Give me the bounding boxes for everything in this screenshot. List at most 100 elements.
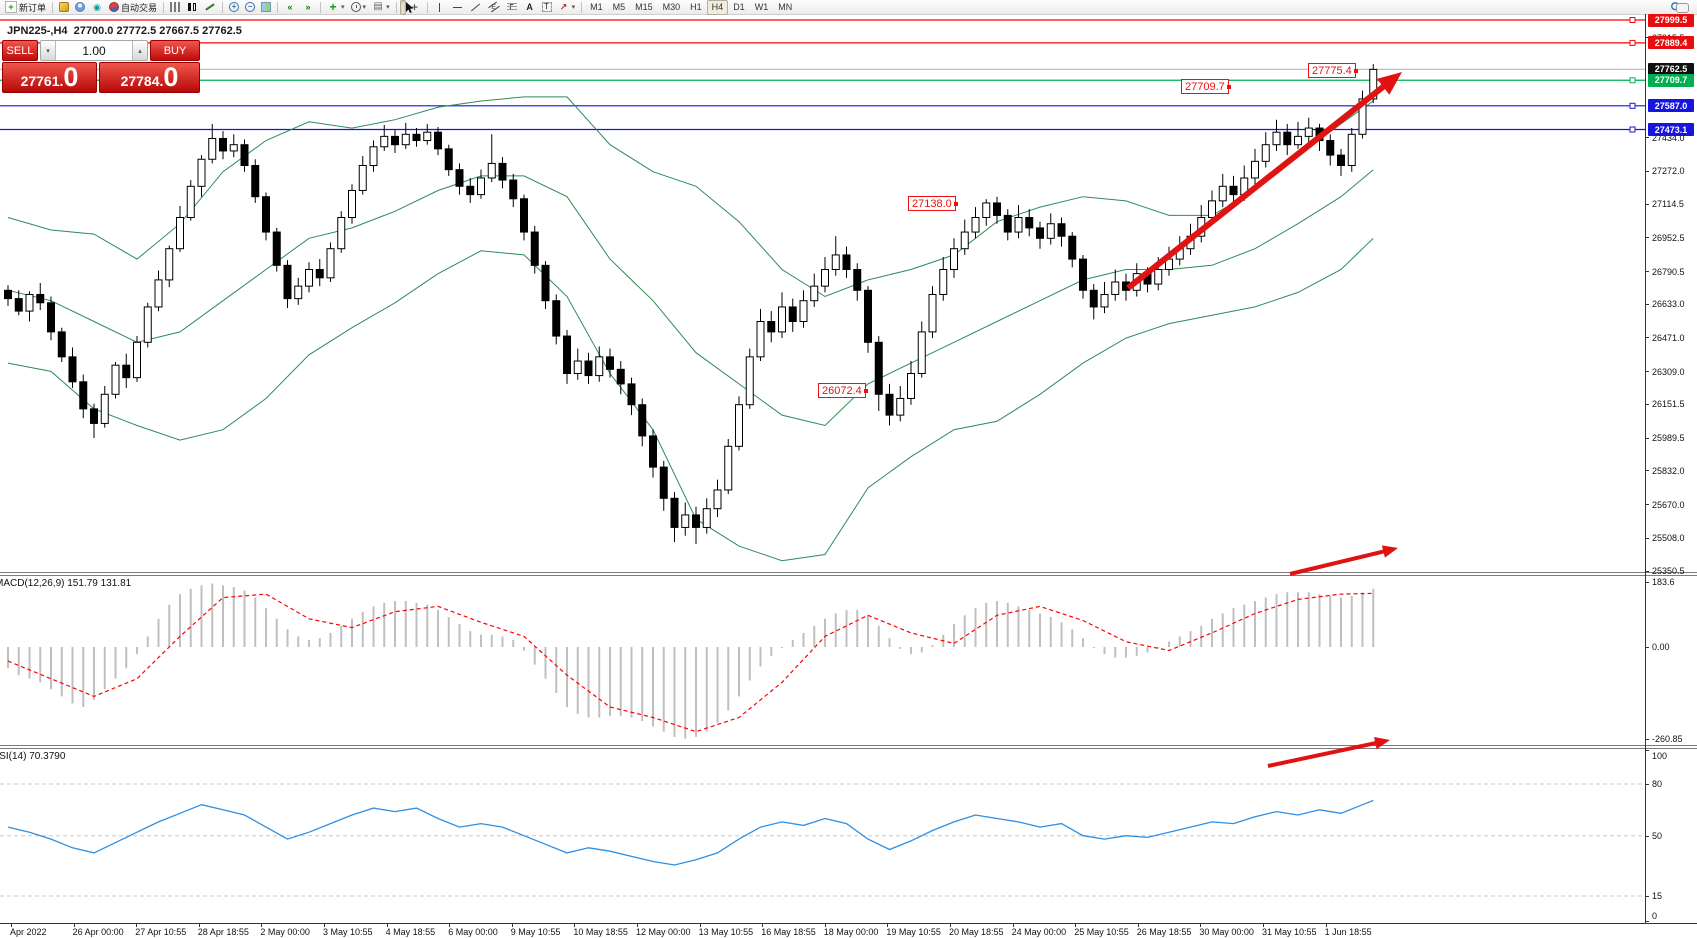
volume-decrease-button[interactable] (41, 41, 56, 60)
candle-body (616, 368, 625, 385)
templates-button[interactable]: ▤ ▾ (369, 0, 393, 15)
time-axis-label: 4 May 18:55 (385, 927, 436, 937)
toolbar-separator (222, 1, 224, 13)
macd-bar (877, 625, 880, 647)
text-button[interactable]: A (521, 0, 539, 15)
panel-separator-rsi[interactable] (0, 745, 1697, 749)
notifications-button[interactable]: 1 (1673, 0, 1695, 15)
trendline-button[interactable] (467, 0, 485, 15)
macd-bar (1092, 647, 1095, 648)
autotrading-button[interactable]: 自动交易 (106, 0, 160, 15)
macd-bar (888, 638, 891, 647)
panel-separator-macd[interactable] (0, 572, 1697, 576)
timeframe-M5[interactable]: M5 (612, 2, 626, 12)
macd-bar (662, 647, 665, 732)
candlestick-chart-button[interactable] (183, 0, 201, 15)
market-watch-button[interactable] (72, 0, 88, 15)
sell-price-display[interactable]: 27761. 0 (2, 62, 97, 93)
time-axis-label: 16 May 18:55 (761, 927, 816, 937)
macd-bar (716, 647, 719, 723)
candle-body (681, 514, 690, 528)
timeframe-M30[interactable]: M30 (662, 2, 681, 12)
volume-input[interactable]: 1.00 (82, 43, 106, 58)
zoom-out-button[interactable]: − (242, 0, 258, 15)
sell-button[interactable]: SELL (2, 40, 38, 61)
macd-bar (211, 583, 214, 647)
macd-bar (931, 645, 934, 647)
price-callout-26072.4[interactable]: 26072.4 (818, 383, 868, 398)
arrowset-icon: ↗ (559, 1, 568, 12)
candle-body (229, 144, 238, 152)
periods-button[interactable]: ▾ (348, 0, 370, 15)
horizontal-line-button[interactable] (449, 0, 467, 15)
indicators-button[interactable]: + ▾ (324, 0, 348, 15)
auto-scroll-button[interactable]: » (299, 0, 317, 15)
candles-group (4, 64, 1378, 545)
candle-body (423, 131, 432, 142)
candle-body (563, 335, 571, 375)
candle-body (294, 285, 303, 300)
macd-bar (1103, 647, 1106, 655)
text-label-button[interactable]: T (539, 0, 555, 15)
time-axis[interactable]: Apr 2022 26 Apr 00:00 27 Apr 10:55 28 Apr 1… (0, 923, 1697, 938)
vertical-line-button[interactable] (431, 0, 449, 15)
channel-icon: E (488, 1, 500, 13)
timeframe-H4[interactable]: H4 (706, 0, 729, 15)
macd-bar (394, 601, 396, 647)
price-callout-27709.7[interactable]: 27709.7 (1181, 79, 1231, 94)
candle-body (57, 331, 66, 358)
price-callout-27138.0[interactable]: 27138.0 (908, 196, 958, 211)
crosshair-button[interactable]: + (406, 0, 424, 15)
buy-price-display[interactable]: 27784. 0 (99, 62, 200, 93)
signals-button[interactable]: ◉ (88, 0, 106, 15)
buy-price-main: 27784 (120, 73, 160, 89)
bar-chart-button[interactable] (167, 0, 183, 15)
hline-handle[interactable] (1629, 126, 1636, 133)
volume-increase-button[interactable] (132, 41, 147, 60)
chart-shift-button[interactable]: « (281, 0, 299, 15)
search-button[interactable] (1667, 0, 1683, 15)
candle-body (1025, 216, 1034, 229)
depth-of-market-button[interactable] (56, 0, 72, 15)
candle-body (659, 466, 668, 499)
buy-button[interactable]: BUY (150, 40, 200, 61)
hline-handle[interactable] (1629, 102, 1636, 109)
macd-panel-canvas[interactable] (0, 576, 1645, 745)
tiles-icon (261, 2, 272, 12)
hline-handle[interactable] (1629, 17, 1636, 23)
new-order-button[interactable]: + 新订单 (2, 0, 49, 15)
hline-handle[interactable] (1629, 39, 1636, 46)
bollinger-bands (7, 96, 1374, 562)
cursor-button[interactable] (399, 0, 414, 15)
price-callout-27775.4[interactable]: 27775.4 (1308, 63, 1358, 78)
timeframe-M1[interactable]: M1 (590, 2, 603, 12)
tile-windows-button[interactable] (258, 0, 274, 15)
rsi-tick-mark (1645, 835, 1649, 837)
fibonacci-button[interactable]: F (503, 0, 521, 15)
horizontal-lines-group[interactable] (0, 17, 1645, 133)
candle-body (380, 135, 389, 148)
candle-body (305, 268, 313, 287)
main-chart-canvas[interactable] (0, 14, 1645, 572)
rsi-panel-canvas[interactable] (0, 749, 1645, 923)
line-chart-button[interactable] (201, 0, 219, 15)
candle-body (767, 321, 776, 333)
candle-body (1186, 235, 1195, 250)
price-tick-mark (1645, 203, 1649, 205)
equidistant-channel-button[interactable]: E (485, 0, 503, 15)
candle-body (122, 364, 131, 379)
candle-body (68, 356, 77, 383)
timeframe-MN[interactable]: MN (778, 2, 793, 12)
macd-bar (1286, 592, 1289, 647)
sell-price-pip: 0 (63, 62, 79, 92)
candle-body (896, 397, 905, 416)
timeframe-D1[interactable]: D1 (733, 2, 745, 12)
hline-handle[interactable] (1629, 77, 1636, 84)
timeframe-M15[interactable]: M15 (635, 2, 653, 12)
timeframe-H1[interactable]: H1 (690, 2, 702, 12)
zoom-in-button[interactable]: + (226, 0, 242, 15)
arrows-button[interactable]: ↗ ▾ (555, 0, 579, 15)
timeframe-W1[interactable]: W1 (754, 2, 769, 12)
candle-body (745, 356, 754, 406)
buy-price-dot: . (159, 73, 164, 89)
